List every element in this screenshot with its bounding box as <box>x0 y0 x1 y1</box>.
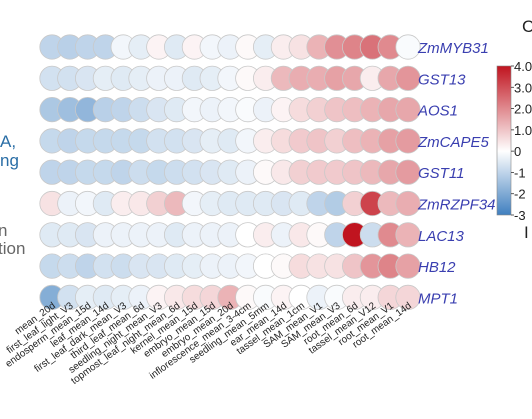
colorbar-tick-label: -3 <box>514 208 526 223</box>
column-labels: mean_20dfirst_leaf_light_V3endosperm_mea… <box>4 300 414 387</box>
colorbar-tick-label: 2.0 <box>514 102 532 117</box>
colorbar-tick-label: 0 <box>514 144 521 159</box>
cropped-left-text: A, ng n tion <box>0 132 25 258</box>
right-text-1: C <box>522 17 532 36</box>
row-label: ZmCAPE5 <box>417 134 490 151</box>
left-text-2: ng <box>0 151 19 170</box>
row-label: ZmMYB31 <box>417 40 489 57</box>
left-text-3: n <box>0 221 7 240</box>
row-label: HB12 <box>418 259 456 276</box>
left-text-4: tion <box>0 239 25 258</box>
row-label: LAC13 <box>418 228 465 245</box>
cropped-right-text: C I <box>522 17 532 242</box>
heatmap-cells <box>39 34 421 310</box>
colorbar-tick-label: -2 <box>514 187 526 202</box>
colorbar-tick-label: -1 <box>514 165 526 180</box>
row-label: GST13 <box>418 71 466 88</box>
heatmap-cell <box>395 128 421 154</box>
colorbar-tick-label: 3.0 <box>514 80 532 95</box>
row-labels: ZmMYB31 GST13 AOS1 ZmCAPE5 GST11 ZmRZPF34 LAC1… <box>417 40 496 307</box>
row-label: ZmRZPF34 <box>417 197 496 214</box>
colorbar: 4.0 3.0 2.0 1.0 0 -1 -2 -3 <box>496 59 532 223</box>
heatmap-cell <box>395 222 421 248</box>
colorbar-tick-label: 4.0 <box>514 59 532 74</box>
heatmap-cell <box>395 284 421 310</box>
heatmap-cell <box>395 190 421 217</box>
left-text-1: A, <box>0 132 16 151</box>
right-text-2: I <box>524 223 529 242</box>
heatmap-cell <box>395 34 421 60</box>
heatmap-cell <box>395 253 421 279</box>
heatmap-cell <box>395 65 421 91</box>
row-label: MPT1 <box>418 290 458 307</box>
colorbar-tick-label: 1.0 <box>514 123 532 138</box>
row-label: AOS1 <box>417 103 458 120</box>
heatmap-cell <box>395 97 421 123</box>
row-label: GST11 <box>418 165 464 182</box>
colorbar-gradient <box>496 65 512 216</box>
heatmap-cell <box>395 159 421 185</box>
